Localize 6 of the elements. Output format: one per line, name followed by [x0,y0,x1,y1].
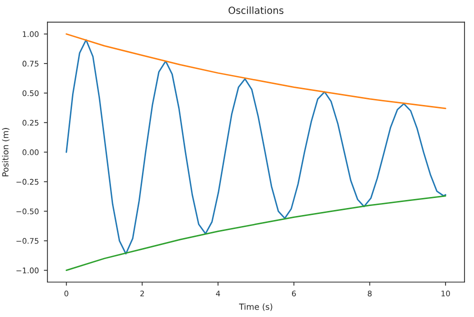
chart-title: Oscillations [228,6,284,14]
line-series [66,33,446,110]
y-axis-title: Position (m) [2,128,10,176]
line-series [66,195,446,272]
x-axis-title: Time (s) [238,303,272,311]
line-series [66,39,446,254]
